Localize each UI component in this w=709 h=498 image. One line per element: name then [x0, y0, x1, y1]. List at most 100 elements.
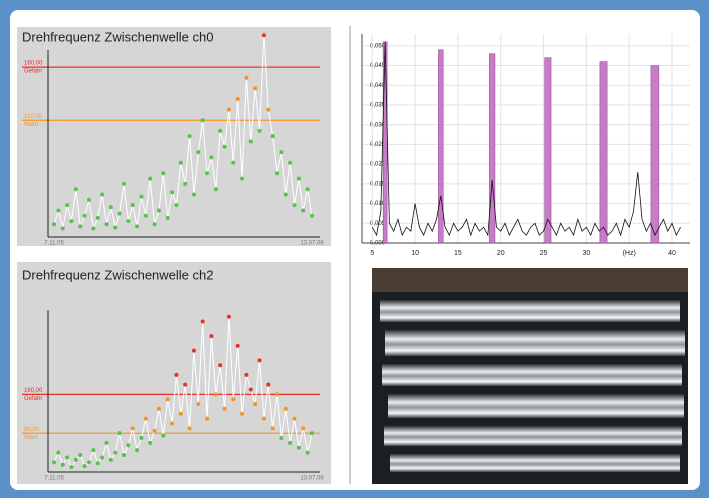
photo: [372, 268, 688, 484]
data-point: [297, 177, 301, 181]
data-point: [153, 429, 157, 433]
data-point: [69, 465, 73, 469]
data-point: [288, 441, 292, 445]
data-point: [135, 224, 139, 228]
data-point: [275, 171, 279, 175]
data-point: [279, 436, 283, 440]
data-point: [301, 426, 305, 430]
data-point: [113, 451, 117, 455]
data-point: [188, 426, 192, 430]
data-point: [244, 76, 248, 80]
data-point: [174, 373, 178, 377]
data-point: [56, 451, 60, 455]
data-point: [52, 460, 56, 464]
data-point: [74, 458, 78, 462]
x-tick-label: 13.07.06: [300, 241, 324, 247]
data-point: [293, 417, 297, 421]
figure: Drehfrequenz Zwischenwelle ch0 160,00 Gefa…: [0, 0, 709, 498]
data-point: [139, 195, 143, 199]
data-point: [183, 383, 187, 387]
data-point: [231, 161, 235, 165]
data-point: [144, 417, 148, 421]
data-point: [236, 97, 240, 101]
data-point: [209, 155, 213, 159]
data-point: [262, 417, 266, 421]
x-tick-label: 7.11.05: [44, 241, 64, 247]
data-point: [223, 145, 227, 149]
data-point: [131, 203, 135, 207]
x-tick-label: 5: [370, 250, 374, 257]
data-point: [131, 426, 135, 430]
data-point: [91, 227, 95, 231]
data-point: [65, 455, 69, 459]
x-tick-label: (Hz): [623, 250, 636, 257]
data-point: [310, 214, 314, 218]
data-point: [170, 190, 174, 194]
data-point: [258, 358, 262, 362]
data-point: [83, 214, 87, 218]
data-point: [118, 212, 122, 216]
data-point: [69, 219, 73, 223]
data-point: [104, 441, 108, 445]
data-point: [153, 222, 157, 226]
data-point: [223, 407, 227, 411]
bar: [600, 62, 607, 243]
data-point: [196, 150, 200, 154]
data-point: [161, 434, 165, 438]
data-point: [148, 441, 152, 445]
threshold-text: Warn: [24, 435, 38, 441]
data-point: [56, 208, 60, 212]
data-point: [87, 198, 91, 202]
bar: [438, 50, 443, 243]
data-point: [258, 129, 262, 133]
data-point: [271, 134, 275, 138]
x-tick-label: 7.11.05: [44, 476, 64, 482]
data-point: [196, 402, 200, 406]
data-point: [192, 193, 196, 197]
threshold-value: 80,00: [24, 427, 40, 433]
data-point: [201, 118, 205, 122]
data-point: [306, 187, 310, 191]
data-point: [236, 344, 240, 348]
x-tick-label: 40: [668, 250, 676, 257]
data-point: [166, 397, 170, 401]
data-point: [214, 392, 218, 396]
data-point: [253, 86, 257, 90]
data-point: [174, 203, 178, 207]
data-point: [74, 187, 78, 191]
data-point: [87, 460, 91, 464]
data-point: [284, 407, 288, 411]
data-point: [96, 216, 100, 220]
data-point: [179, 412, 183, 416]
x-tick-label: 13.07.06: [300, 476, 324, 482]
data-point: [306, 451, 310, 455]
data-point: [205, 417, 209, 421]
data-point: [83, 464, 87, 468]
data-point: [179, 161, 183, 165]
chart-bg: [17, 262, 331, 484]
data-point: [218, 363, 222, 367]
bar: [489, 54, 495, 243]
threshold-value: 160,00: [24, 388, 43, 394]
data-point: [249, 387, 253, 391]
data-point: [240, 412, 244, 416]
data-point: [301, 208, 305, 212]
bar: [545, 58, 551, 243]
data-point: [144, 214, 148, 218]
x-tick-label: 15: [454, 250, 462, 257]
data-point: [214, 187, 218, 191]
threshold-value: 110,00: [24, 114, 43, 120]
data-point: [104, 222, 108, 226]
data-point: [227, 315, 231, 319]
data-point: [122, 453, 126, 457]
chart-title: Drehfrequenz Zwischenwelle ch0: [22, 29, 213, 44]
data-point: [183, 182, 187, 186]
chart-bg: [17, 27, 331, 246]
data-point: [109, 205, 113, 209]
threshold-text: Gefahr: [24, 69, 42, 75]
data-point: [118, 431, 122, 435]
data-point: [52, 222, 56, 226]
data-point: [135, 448, 139, 452]
data-point: [91, 448, 95, 452]
data-point: [240, 177, 244, 181]
